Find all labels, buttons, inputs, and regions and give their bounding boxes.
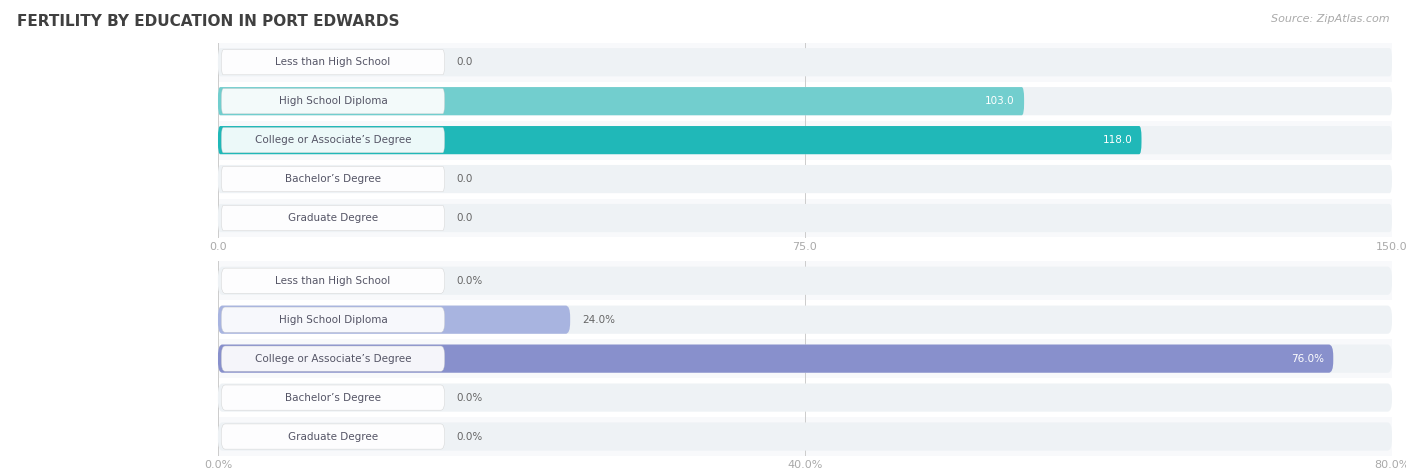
FancyBboxPatch shape [221,167,444,191]
FancyBboxPatch shape [221,268,444,293]
Text: 0.0%: 0.0% [457,276,482,286]
Text: 24.0%: 24.0% [582,314,614,325]
FancyBboxPatch shape [218,344,1392,373]
Text: High School Diploma: High School Diploma [278,314,388,325]
FancyBboxPatch shape [218,305,571,334]
Text: College or Associate’s Degree: College or Associate’s Degree [254,135,411,145]
Bar [218,160,1392,199]
FancyBboxPatch shape [221,128,444,152]
Text: Source: ZipAtlas.com: Source: ZipAtlas.com [1271,14,1389,24]
Text: 0.0%: 0.0% [457,431,482,442]
Bar [218,82,1392,121]
Text: 103.0: 103.0 [986,96,1015,106]
FancyBboxPatch shape [218,266,1392,295]
Bar [218,121,1392,160]
Bar [218,339,1392,378]
Text: Graduate Degree: Graduate Degree [288,431,378,442]
Bar [218,261,1392,300]
Bar [218,43,1392,82]
Text: Less than High School: Less than High School [276,57,391,67]
FancyBboxPatch shape [221,50,444,75]
FancyBboxPatch shape [218,305,1392,334]
Text: Bachelor’s Degree: Bachelor’s Degree [285,174,381,184]
FancyBboxPatch shape [218,87,1024,115]
FancyBboxPatch shape [221,206,444,230]
FancyBboxPatch shape [218,344,1333,373]
FancyBboxPatch shape [218,48,1392,76]
Text: High School Diploma: High School Diploma [278,96,388,106]
Bar [218,300,1392,339]
FancyBboxPatch shape [221,385,444,410]
Text: Bachelor’s Degree: Bachelor’s Degree [285,392,381,403]
Bar [218,199,1392,238]
FancyBboxPatch shape [218,422,1392,451]
FancyBboxPatch shape [221,424,444,449]
Text: 0.0: 0.0 [457,174,472,184]
FancyBboxPatch shape [221,89,444,114]
Text: 118.0: 118.0 [1102,135,1132,145]
FancyBboxPatch shape [218,204,1392,232]
Text: Graduate Degree: Graduate Degree [288,213,378,223]
Bar [218,417,1392,456]
Text: Less than High School: Less than High School [276,276,391,286]
FancyBboxPatch shape [218,126,1142,154]
Bar [218,378,1392,417]
Text: 0.0: 0.0 [457,213,472,223]
FancyBboxPatch shape [218,87,1392,115]
Text: FERTILITY BY EDUCATION IN PORT EDWARDS: FERTILITY BY EDUCATION IN PORT EDWARDS [17,14,399,29]
Text: 0.0: 0.0 [457,57,472,67]
Text: 0.0%: 0.0% [457,392,482,403]
FancyBboxPatch shape [218,126,1392,154]
FancyBboxPatch shape [221,307,444,332]
Text: 76.0%: 76.0% [1291,353,1324,364]
Text: College or Associate’s Degree: College or Associate’s Degree [254,353,411,364]
FancyBboxPatch shape [218,383,1392,412]
FancyBboxPatch shape [221,346,444,371]
FancyBboxPatch shape [218,165,1392,193]
